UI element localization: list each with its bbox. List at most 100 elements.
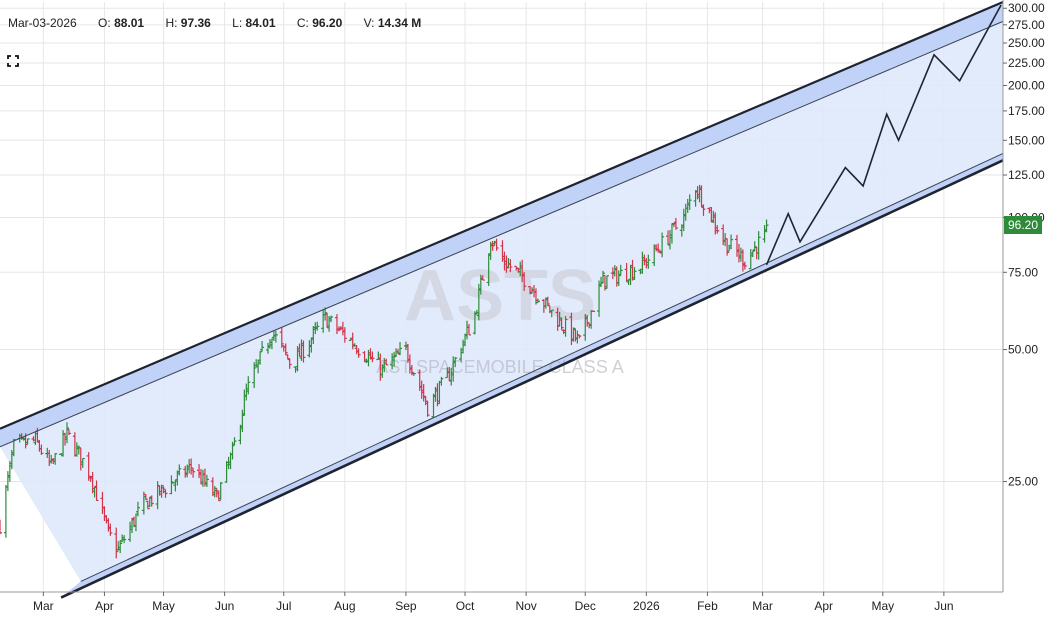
ohlc-bar [279,327,284,348]
x-tick-label: Nov [515,599,536,613]
ohlc-bar [189,458,194,475]
channel-lower-outer-line [60,159,1004,599]
ohlc-bar [0,519,2,535]
ohlc-bar [725,238,730,256]
ohlc-bar [145,500,150,510]
ohlc-bar [177,464,182,476]
ohlc-readout: Mar-03-2026 O: 88.01 H: 97.36 L: 84.01 C… [8,16,421,30]
x-tick-label: Sep [395,599,417,613]
ohlc-bar [384,358,389,366]
y-tick-label: 200.00 [1008,78,1045,92]
projection-path [765,4,1002,266]
ohlc-bar [246,376,251,395]
ohlc-bar [425,400,430,417]
ohlc-bar [508,259,513,273]
ohlc-bar [729,234,734,250]
ohlc-bar [315,321,320,331]
channel-lines [0,0,1004,599]
ohlc-bar [439,376,444,386]
ohlc-bar [522,272,527,291]
ohlc-bar [545,296,550,307]
ohlc-bar [715,225,720,234]
ohlc-bar [25,438,30,445]
ohlc-bar [135,501,140,517]
volume-value: 14.34 M [377,16,422,30]
x-tick-label: Mar [752,599,773,613]
ohlc-bar [122,535,127,544]
y-tick-label: 25.00 [1008,475,1038,489]
y-tick-label: 250.00 [1008,36,1045,50]
x-tick-label: May [871,599,894,613]
ohlc-bar [66,428,71,436]
ohlc-bar [453,357,458,368]
close-label: C: [296,16,309,30]
watermark-symbol: ASTS [404,256,596,336]
x-tick-label: Jun [934,599,953,613]
y-tick-label: 75.00 [1008,265,1038,279]
channel-fill [0,21,1003,582]
ohlc-bar [600,270,605,284]
ohlc-bar [742,261,747,270]
ohlc-bar [204,474,209,487]
ohlc-bar [149,495,154,507]
ohlc-bar [80,457,85,468]
ohlc-bar [118,540,123,554]
ohlc-bar [490,240,495,251]
x-tick-label: Jul [276,599,291,613]
bar-date: Mar-03-2026 [8,16,77,30]
ohlc-bar [480,275,485,281]
ohlc-bar [64,422,69,444]
ohlc-bar [756,231,761,260]
ohlc-bar [370,351,375,363]
ohlc-bar [329,315,334,323]
ohlc-bar [632,267,637,280]
y-tick-label: 175.00 [1008,104,1045,118]
low-label: L: [232,16,243,30]
y-tick-label: 125.00 [1008,168,1045,182]
low-value: 84.01 [245,16,276,30]
ohlc-bar [232,437,237,445]
ohlc-bar [258,351,263,365]
expand-icon [7,55,19,67]
open-value: 88.01 [114,16,145,30]
projection-line [765,4,1002,266]
ohlc-bar [163,489,168,498]
ohlc-bar [466,323,471,336]
price-bars [0,184,769,559]
ohlc-bar [212,486,217,498]
ohlc-bar [660,232,665,258]
high-value: 97.36 [180,16,211,30]
ohlc-bar [752,241,757,252]
close-value: 96.20 [312,16,343,30]
x-tick-label: Mar [33,599,54,613]
ohlc-bar [218,481,223,500]
ohlc-bar [86,452,91,481]
ohlc-bar [94,480,99,502]
ohlc-bar [535,298,540,304]
ohlc-bar [301,340,306,363]
ohlc-bar [559,317,564,330]
x-tick-label: Apr [814,599,833,613]
ohlc-bar [287,358,292,369]
x-tick-label: Jun [215,599,234,613]
x-tick-label: Dec [575,599,596,613]
watermark-name: AST SPACEMOBILE CLASS A [376,357,623,377]
ohlc-bar [764,219,769,233]
axes: 300.00 275.00 250.00 225.00 200.00 175.00 150.… [0,0,1045,613]
ohlc-bar [618,264,623,277]
volume-label: V: [363,16,375,30]
ohlc-bar [577,334,582,339]
y-tick-label: 150.00 [1008,133,1045,147]
ohlc-bar [398,342,403,356]
ohlc-bar [646,254,651,269]
y-tick-label: 300.00 [1008,1,1045,15]
ohlc-bar [342,327,347,343]
expand-button[interactable] [4,52,22,70]
ohlc-bar [191,468,196,478]
x-tick-label: Feb [697,599,718,613]
ohlc-bar [283,343,288,356]
current-price-badge: 96.20 [1004,215,1042,234]
ohlc-bar [656,243,661,253]
watermark: ASTS AST SPACEMOBILE CLASS A [376,256,623,377]
